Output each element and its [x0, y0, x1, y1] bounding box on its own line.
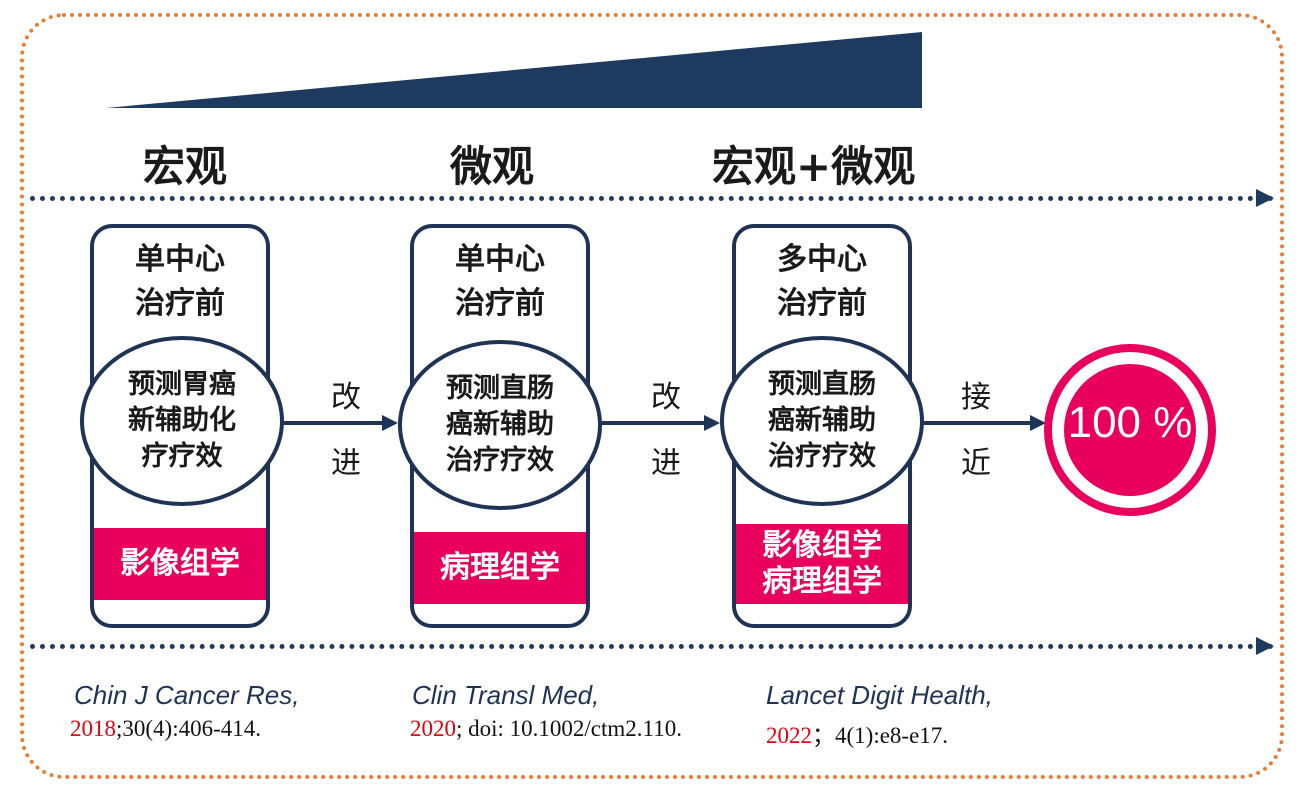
- step-3-tag-line-1: 影像组学: [762, 528, 882, 563]
- reference-3-year: 2022: [766, 723, 812, 748]
- connector-2-top: 改: [651, 380, 681, 415]
- step-3-tag: 影像组学 病理组学: [736, 524, 908, 604]
- step-2-circle: 预测直肠 癌新辅助 治疗疗效: [398, 340, 602, 510]
- connector-3-arrowhead: [1030, 415, 1046, 431]
- connector-3-bottom: 近: [961, 446, 991, 481]
- reference-1-citation: 2018;30(4):406-414.: [70, 716, 261, 742]
- step-1-circle: 预测胃癌 新辅助化 疗疗效: [80, 336, 284, 506]
- connector-1-arrowhead: [382, 415, 398, 431]
- reference-3-citation: 2022；4(1):e8-e17.: [766, 716, 948, 750]
- connector-1-top: 改: [331, 380, 361, 415]
- connector-1-bottom: 进: [331, 446, 361, 481]
- reference-3-detail: ；4(1):e8-e17.: [812, 723, 949, 748]
- reference-2-journal: Clin Transl Med,: [412, 680, 600, 710]
- step-1-timing: 治疗前: [135, 286, 225, 321]
- step-3-timing: 治疗前: [777, 286, 867, 321]
- reference-3-journal: Lancet Digit Health,: [766, 680, 993, 710]
- bottom-dotted-arrow-line: [30, 644, 1274, 649]
- goal-label: 100 %: [1067, 398, 1193, 447]
- top-dotted-arrow-line: [30, 196, 1274, 201]
- step-2-circle-line-3: 治疗疗效: [446, 445, 554, 476]
- heading-macro: 宏观: [143, 142, 228, 191]
- heading-combined: 宏观+微观: [712, 142, 916, 191]
- step-3-tag-line-2: 病理组学: [762, 564, 882, 599]
- goal-target-icon: [1044, 344, 1216, 516]
- progression-wedge: [106, 32, 922, 108]
- step-2-center: 单中心: [455, 242, 545, 277]
- reference-2-year: 2020: [410, 716, 456, 741]
- step-2-timing: 治疗前: [455, 286, 545, 321]
- step-3-circle: 预测直肠 癌新辅助 治疗疗效: [720, 336, 924, 506]
- step-2-tag: 病理组学: [414, 532, 586, 604]
- top-arrowhead: [1256, 189, 1274, 207]
- step-2-circle-line-1: 预测直肠: [446, 373, 554, 404]
- connector-2-arrow-shaft: [602, 421, 706, 425]
- connector-3-top: 接: [961, 380, 991, 415]
- outer-frame: [20, 13, 1284, 779]
- bottom-arrowhead: [1256, 637, 1274, 655]
- step-1-circle-line-2: 新辅助化: [128, 405, 236, 436]
- step-1-tag: 影像组学: [94, 528, 266, 600]
- step-1-center: 单中心: [135, 242, 225, 277]
- connector-2-bottom: 进: [651, 446, 681, 481]
- step-1-circle-line-3: 疗疗效: [141, 441, 223, 472]
- reference-1-year: 2018: [70, 716, 116, 741]
- step-2-tag-line-1: 病理组学: [440, 550, 560, 585]
- heading-micro: 微观: [450, 142, 535, 191]
- step-3-circle-line-2: 癌新辅助: [768, 405, 876, 436]
- step-2-circle-line-2: 癌新辅助: [446, 409, 554, 440]
- step-3-circle-line-1: 预测直肠: [768, 369, 876, 400]
- step-1-circle-line-1: 预测胃癌: [128, 369, 236, 400]
- step-3-center: 多中心: [777, 242, 867, 277]
- reference-1-detail: ;30(4):406-414.: [116, 716, 262, 741]
- step-3-circle-line-3: 治疗疗效: [768, 441, 876, 472]
- reference-2-detail: ; doi: 10.1002/ctm2.110.: [456, 716, 682, 741]
- connector-3-arrow-shaft: [924, 421, 1032, 425]
- step-1-tag-line-1: 影像组学: [120, 546, 240, 581]
- connector-2-arrowhead: [704, 415, 720, 431]
- reference-2-citation: 2020; doi: 10.1002/ctm2.110.: [410, 716, 682, 742]
- connector-1-arrow-shaft: [284, 421, 384, 425]
- reference-1-journal: Chin J Cancer Res,: [74, 680, 300, 710]
